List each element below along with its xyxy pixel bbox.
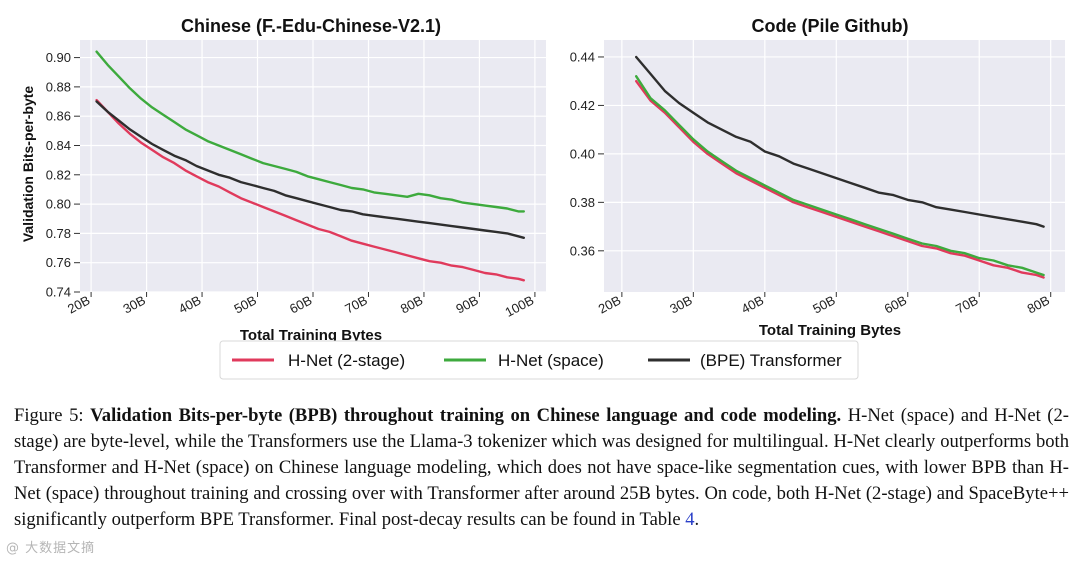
series-line-transformer xyxy=(95,100,525,240)
caption-body: H-Net (space) and H-Net (2-stage) are by… xyxy=(14,405,1069,530)
y-tick-label: 0.78 xyxy=(46,226,71,241)
y-tick-label: 0.42 xyxy=(570,98,595,113)
y-tick-label: 0.90 xyxy=(46,50,71,65)
figure-caption: Figure 5: Validation Bits-per-byte (BPB)… xyxy=(14,403,1069,533)
gridlines xyxy=(80,40,546,293)
watermark: @ 大数据文摘 xyxy=(6,541,96,556)
y-axis-label: Validation Bits-per-byte xyxy=(20,86,36,243)
legend-label-hnet-space: H-Net (space) xyxy=(498,351,604,370)
series-lines xyxy=(635,55,1045,279)
x-axis-label: Total Training Bytes xyxy=(759,322,901,339)
caption-label: Figure 5: xyxy=(14,405,91,426)
gridlines xyxy=(604,40,1065,292)
y-tick-label: 0.40 xyxy=(570,146,595,161)
y-tick-label: 0.76 xyxy=(46,255,71,270)
chart-title: Code (Pile Github) xyxy=(752,16,909,36)
y-tick-label: 0.38 xyxy=(570,195,595,210)
series-line-hnet-2stage xyxy=(95,98,525,282)
y-tick-label: 0.74 xyxy=(46,285,71,300)
y-tick-label: 0.86 xyxy=(46,109,71,124)
plot-area xyxy=(604,40,1065,292)
figure: 0.740.760.780.800.820.840.860.880.90 20B… xyxy=(20,16,1065,380)
legend-box xyxy=(219,340,859,380)
series-line-hnet-2stage xyxy=(635,79,1045,279)
y-tick-label: 0.82 xyxy=(46,167,71,182)
legend: H-Net (2-stage) H-Net (space) (BPE) Tran… xyxy=(219,340,859,380)
y-ticks: 0.74 0.76 0.78 0.80 0.82 0.84 0.86 0.88 0.90 xyxy=(46,50,80,300)
y-tick-label: 0.80 xyxy=(46,197,71,212)
chinese-chart: 0.740.760.780.800.820.840.860.880.90 20B… xyxy=(20,16,546,344)
series-line-hnet-space xyxy=(635,75,1045,277)
code-chart: 0.360.380.400.420.44 20B 30B 40B 50B 60B 70B 8… xyxy=(570,16,1065,339)
y-tick-label: 0.36 xyxy=(570,243,595,258)
caption-bold: Validation Bits-per-byte (BPB) throughou… xyxy=(90,405,842,426)
y-tick-label: 0.88 xyxy=(46,79,71,94)
y-ticks: 0.36 0.38 0.40 0.42 0.44 xyxy=(570,49,604,258)
chart-title: Chinese (F.-Edu-Chinese-V2.1) xyxy=(181,16,441,36)
series-line-hnet-space xyxy=(95,50,525,213)
series-lines xyxy=(95,50,525,282)
legend-label-transformer: (BPE) Transformer xyxy=(700,351,842,370)
y-tick-label: 0.84 xyxy=(46,138,71,153)
x-axis-label: Total Training Bytes xyxy=(240,327,382,344)
caption-end: . xyxy=(694,509,700,530)
table-reference-link[interactable]: 4 xyxy=(685,509,695,530)
series-line-transformer xyxy=(635,55,1045,228)
legend-label-hnet-2stage: H-Net (2-stage) xyxy=(288,351,405,370)
y-tick-label: 0.44 xyxy=(570,49,595,64)
